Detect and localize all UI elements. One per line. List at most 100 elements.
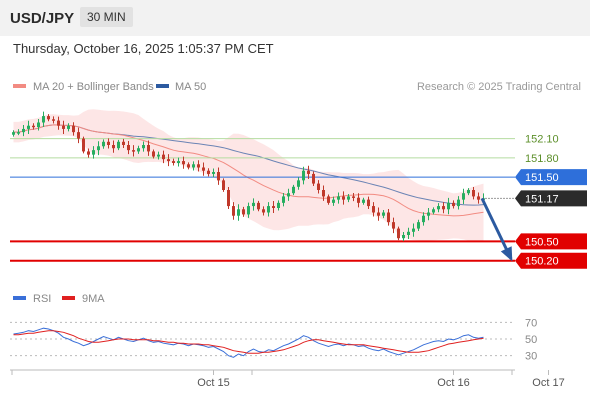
rsi-ma-line xyxy=(13,330,484,354)
candle-body xyxy=(222,180,225,190)
last-price-label: 151.17 xyxy=(525,193,559,205)
candle-body xyxy=(67,125,70,129)
level-label-152.10: 152.10 xyxy=(525,134,559,146)
candle-body xyxy=(362,199,365,203)
price-levels xyxy=(10,138,515,262)
candle-body xyxy=(152,151,155,157)
candle-body xyxy=(112,145,115,149)
candle-body xyxy=(237,209,240,216)
forecast-arrow-shaft xyxy=(480,197,513,260)
candle-body xyxy=(417,222,420,229)
candle-body xyxy=(77,132,80,139)
rsi-legend-swatch xyxy=(13,296,26,300)
candle-body xyxy=(177,161,180,163)
candle-body xyxy=(382,212,385,216)
candle-body xyxy=(337,196,340,200)
candle-body xyxy=(357,197,360,203)
rsi-level-label-50: 50 xyxy=(525,334,537,346)
level-tag-150.20 xyxy=(515,252,587,269)
candle-body xyxy=(117,141,120,149)
timeframe-button[interactable]: 30 MIN xyxy=(80,7,133,27)
candle-body xyxy=(212,172,215,174)
candle-body xyxy=(282,196,285,203)
candle-body xyxy=(252,202,255,207)
candle-body xyxy=(62,125,65,129)
rsi-legend-label: RSI xyxy=(33,293,51,305)
candle-body xyxy=(157,154,160,157)
candle-body xyxy=(107,141,110,145)
candle-body xyxy=(232,206,235,216)
candle-body xyxy=(392,222,395,229)
bollinger-band xyxy=(13,109,484,242)
candle-body xyxy=(447,202,450,210)
level-label-151.50: 151.50 xyxy=(525,172,559,184)
candle-body xyxy=(72,125,75,133)
candle-body xyxy=(377,212,380,216)
rsi-ma-legend-label: 9MA xyxy=(82,293,105,305)
datetime-label: Thursday, October 16, 2025 1:05:37 PM CE… xyxy=(13,41,274,56)
candle-body xyxy=(352,196,355,198)
candle-body xyxy=(147,145,150,152)
candle-body xyxy=(437,206,440,210)
rsi-ma-legend-swatch xyxy=(62,296,75,300)
candle-body xyxy=(42,116,45,123)
candle-body xyxy=(427,212,430,216)
x-tick-label: Oct 15 xyxy=(197,377,229,389)
bollinger-fill xyxy=(13,109,484,242)
candle-body xyxy=(462,193,465,200)
candle-body xyxy=(162,154,165,160)
candle-body xyxy=(37,122,40,127)
candle-body xyxy=(327,196,330,203)
candle-body xyxy=(257,202,260,210)
candle-body xyxy=(322,190,325,197)
candle-body xyxy=(217,172,220,181)
forecast-arrow-head xyxy=(500,246,513,262)
candle-body xyxy=(297,180,300,187)
candle-body xyxy=(137,148,140,152)
ma20-legend-label: MA 20 + Bollinger Bands xyxy=(33,81,154,93)
candle-body xyxy=(47,116,50,120)
candle-body xyxy=(97,146,100,151)
candle-body xyxy=(242,209,245,215)
candle-body xyxy=(422,215,425,223)
level-tag-150.50 xyxy=(515,233,587,250)
candle-body xyxy=(397,228,400,239)
candle-body xyxy=(407,231,410,235)
candle-body xyxy=(277,202,280,208)
x-tick-label: Oct 17 xyxy=(532,377,564,389)
copyright-text: Research © 2025 Trading Central xyxy=(417,81,581,93)
ma50-legend-label: MA 50 xyxy=(175,81,206,93)
candle-body xyxy=(457,199,460,207)
candle-body xyxy=(432,209,435,213)
moving-averages xyxy=(13,124,484,217)
rsi-level-label-70: 70 xyxy=(525,317,537,329)
forecast-arrow xyxy=(480,197,513,262)
ma50-legend-swatch xyxy=(156,84,169,88)
candle-body xyxy=(342,196,345,200)
candle-body xyxy=(132,150,135,152)
candle-body xyxy=(202,167,205,171)
candle-body xyxy=(92,150,95,155)
candle-body xyxy=(57,120,60,126)
candle-body xyxy=(197,164,200,168)
candle-body xyxy=(332,199,335,203)
candle-body xyxy=(442,206,445,210)
candle-body xyxy=(317,183,320,190)
candle-body xyxy=(302,170,305,181)
ma20-line xyxy=(13,124,484,217)
candle-body xyxy=(142,145,145,149)
candle-body xyxy=(467,190,470,194)
candle-body xyxy=(187,164,190,168)
rsi-level-label-30: 30 xyxy=(525,351,537,363)
candle-body xyxy=(227,190,230,207)
level-label-150.20: 150.20 xyxy=(525,256,559,268)
candle-body xyxy=(372,206,375,213)
candle-body xyxy=(32,125,35,128)
candle-body xyxy=(172,161,175,163)
candle-body xyxy=(22,128,25,133)
candle-body xyxy=(412,228,415,232)
candle-body xyxy=(272,206,275,208)
candle-body xyxy=(27,125,30,129)
